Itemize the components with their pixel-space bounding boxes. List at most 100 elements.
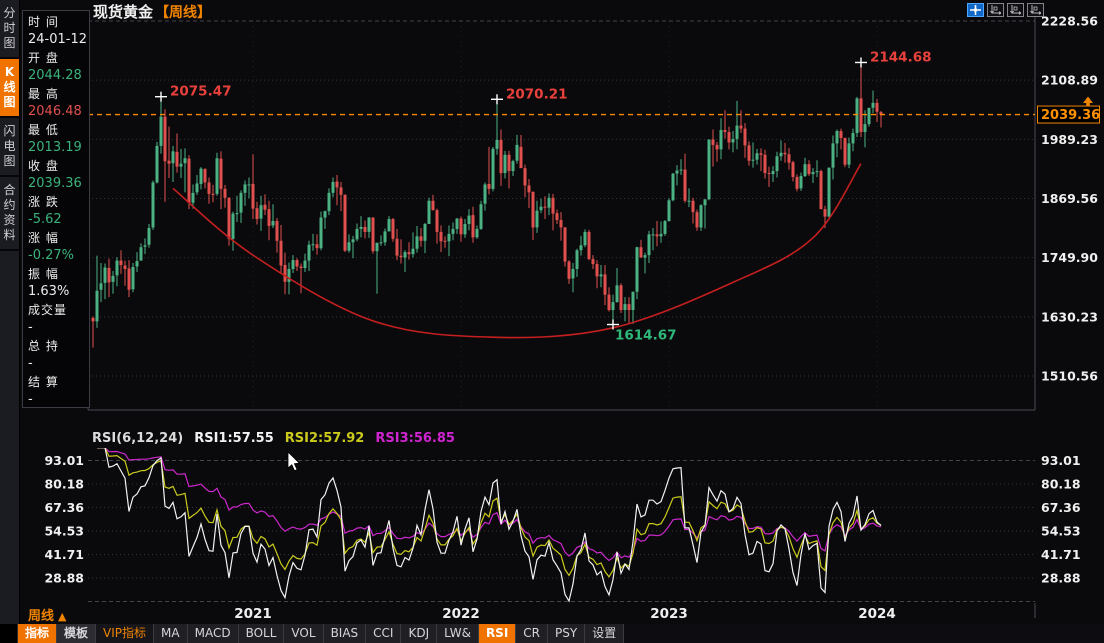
sidebar-tab-1[interactable]: K 线 图 [0, 59, 19, 118]
toolbar-button-设置[interactable]: 设置 [585, 624, 625, 643]
rsi-axis-label-right: 67.36 [1041, 500, 1081, 515]
quote-field-label: 时 间 [28, 15, 59, 29]
toolbar-button-cr[interactable]: CR [516, 624, 549, 643]
price-pin-icon [1083, 96, 1093, 107]
quote-field-label: 收 盘 [28, 159, 59, 173]
toolbar-button-模板[interactable]: 模板 [57, 624, 97, 643]
crosshair-icon[interactable] [967, 3, 984, 17]
svg-text:2075.47: 2075.47 [170, 84, 232, 100]
price-annotation: 1614.67 [607, 319, 677, 344]
svg-text:2144.68: 2144.68 [870, 49, 932, 65]
quote-field-value: 2039.36 [28, 176, 82, 191]
candlestick-series [91, 62, 883, 348]
rsi3-value: RSI3:56.85 [375, 431, 455, 446]
price-axis-label: 1510.56 [1041, 369, 1098, 384]
period-tag: 【周线】 [155, 5, 212, 21]
rsi-axis-label-left: 54.53 [44, 523, 84, 538]
sidebar-tab-3[interactable]: 合 约 资 料 [0, 177, 19, 251]
year-axis-label: 2021 [234, 606, 272, 622]
rsi-axis-label-right: 80.18 [1041, 477, 1081, 492]
axis-zoom-icon[interactable] [1007, 3, 1024, 17]
price-axis-label: 2228.56 [1041, 14, 1098, 29]
toolbar-button-指标[interactable]: 指标 [18, 624, 58, 643]
toolbar-button-cci[interactable]: CCI [366, 624, 402, 643]
quote-field-value: 1.63% [28, 284, 70, 299]
chart-title: 现货黄金 【周线】 [93, 1, 211, 22]
quote-field-value: 24-01-12 [28, 32, 88, 47]
price-annotation: 2144.68 [855, 49, 932, 68]
current-price-badge[interactable]: 2039.36 [1037, 96, 1101, 124]
price-axis-label: 1869.56 [1041, 191, 1098, 206]
quote-field-label: 开 盘 [28, 51, 59, 65]
toolbar-button-boll[interactable]: BOLL [238, 624, 285, 643]
mouse-cursor [287, 451, 301, 472]
chevron-up-icon: ▲ [58, 610, 67, 623]
price-axis-label: 1989.23 [1041, 132, 1098, 147]
period-selector-label: 周线 [28, 609, 55, 624]
price-axis-label: 2108.89 [1041, 73, 1098, 88]
rsi1-value: RSI1:57.55 [194, 431, 274, 446]
rsi-params-label: RSI(6,12,24) [92, 431, 184, 446]
toolbar-button-vol[interactable]: VOL [284, 624, 324, 643]
quote-field-value: -5.62 [28, 212, 62, 227]
quote-field-value: - [28, 392, 33, 407]
indicator-toolbar: 指标 模板 VIP指标 MA MACD BOLL VOL BIAS CCI KDJ LW& RSI CR… [0, 624, 1104, 643]
sidebar-tab-2[interactable]: 闪 电 图 [0, 118, 19, 177]
rsi-axis-label-left: 28.88 [44, 570, 84, 585]
cup-pattern-curve [172, 163, 862, 339]
toolbar-empty-space [624, 624, 1104, 643]
quote-field-label: 最 高 [28, 87, 59, 101]
rsi-axis-label-left: 67.36 [44, 500, 84, 515]
chart-tool-iconrow [967, 3, 1044, 17]
toolbar-button-rsi[interactable]: RSI [478, 624, 517, 643]
svg-text:2039.36: 2039.36 [1041, 108, 1100, 123]
price-axis-label: 1630.23 [1041, 309, 1098, 324]
quote-data-panel: 时 间 24-01-12 开 盘 2044.28 最 高 2046.48 最 低 2013.1… [22, 10, 90, 408]
price-annotation: 2075.47 [155, 84, 232, 102]
rsi12-line [97, 448, 882, 578]
quote-field-value: - [28, 320, 33, 335]
rsi6-line [97, 448, 882, 603]
toolbar-button-ma[interactable]: MA [154, 624, 188, 643]
quote-field-label: 涨 幅 [28, 231, 59, 245]
toolbar-button-lw&[interactable]: LW& [437, 624, 479, 643]
quote-field-label: 总 持 [28, 339, 59, 353]
rsi-axis-label-left: 80.18 [44, 477, 84, 492]
toolbar-button-kdj[interactable]: KDJ [401, 624, 438, 643]
symbol-name: 现货黄金 [93, 3, 154, 21]
rsi-axis-label-left: 93.01 [44, 453, 84, 468]
rsi-indicator-header: RSI(6,12,24) RSI1:57.55 RSI2:57.92 RSI3:56.… [92, 431, 466, 446]
quote-field-label: 涨 跌 [28, 195, 59, 209]
price-annotation: 2070.21 [491, 86, 568, 105]
year-axis-label: 2022 [442, 606, 480, 622]
year-axis-label: 2024 [858, 606, 896, 622]
axis-scale-icon[interactable] [987, 3, 1004, 17]
quote-field-value: - [28, 356, 33, 371]
rsi2-value: RSI2:57.92 [284, 431, 365, 446]
toolbar-button-bias[interactable]: BIAS [323, 624, 367, 643]
quote-field-label: 最 低 [28, 123, 59, 137]
svg-text:2070.21: 2070.21 [506, 86, 568, 102]
price-axis-label: 1749.90 [1041, 250, 1098, 265]
sidebar-tab-0[interactable]: 分 时 图 [0, 0, 19, 59]
toolbar-corner [0, 624, 18, 643]
quote-field-value: 2013.19 [28, 140, 82, 155]
quote-field-value: 2046.48 [28, 104, 82, 119]
period-selector[interactable]: 周线 ▲ [28, 605, 66, 624]
quote-field-value: 2044.28 [28, 68, 82, 83]
toolbar-button-psy[interactable]: PSY [548, 624, 586, 643]
quote-field-value: -0.27% [28, 248, 74, 263]
svg-text:1614.67: 1614.67 [615, 328, 677, 344]
year-axis-label: 2023 [650, 606, 688, 622]
rsi-axis-label-right: 54.53 [1041, 523, 1081, 538]
rsi-axis-label-right: 28.88 [1041, 570, 1081, 585]
quote-field-label: 振 幅 [28, 267, 59, 281]
toolbar-button-vip指标[interactable]: VIP指标 [96, 624, 155, 643]
rsi-axis-label-right: 41.71 [1041, 547, 1081, 562]
axis-pan-icon[interactable] [1027, 3, 1044, 17]
toolbar-button-macd[interactable]: MACD [187, 624, 239, 643]
quote-field-label: 结 算 [28, 375, 59, 389]
